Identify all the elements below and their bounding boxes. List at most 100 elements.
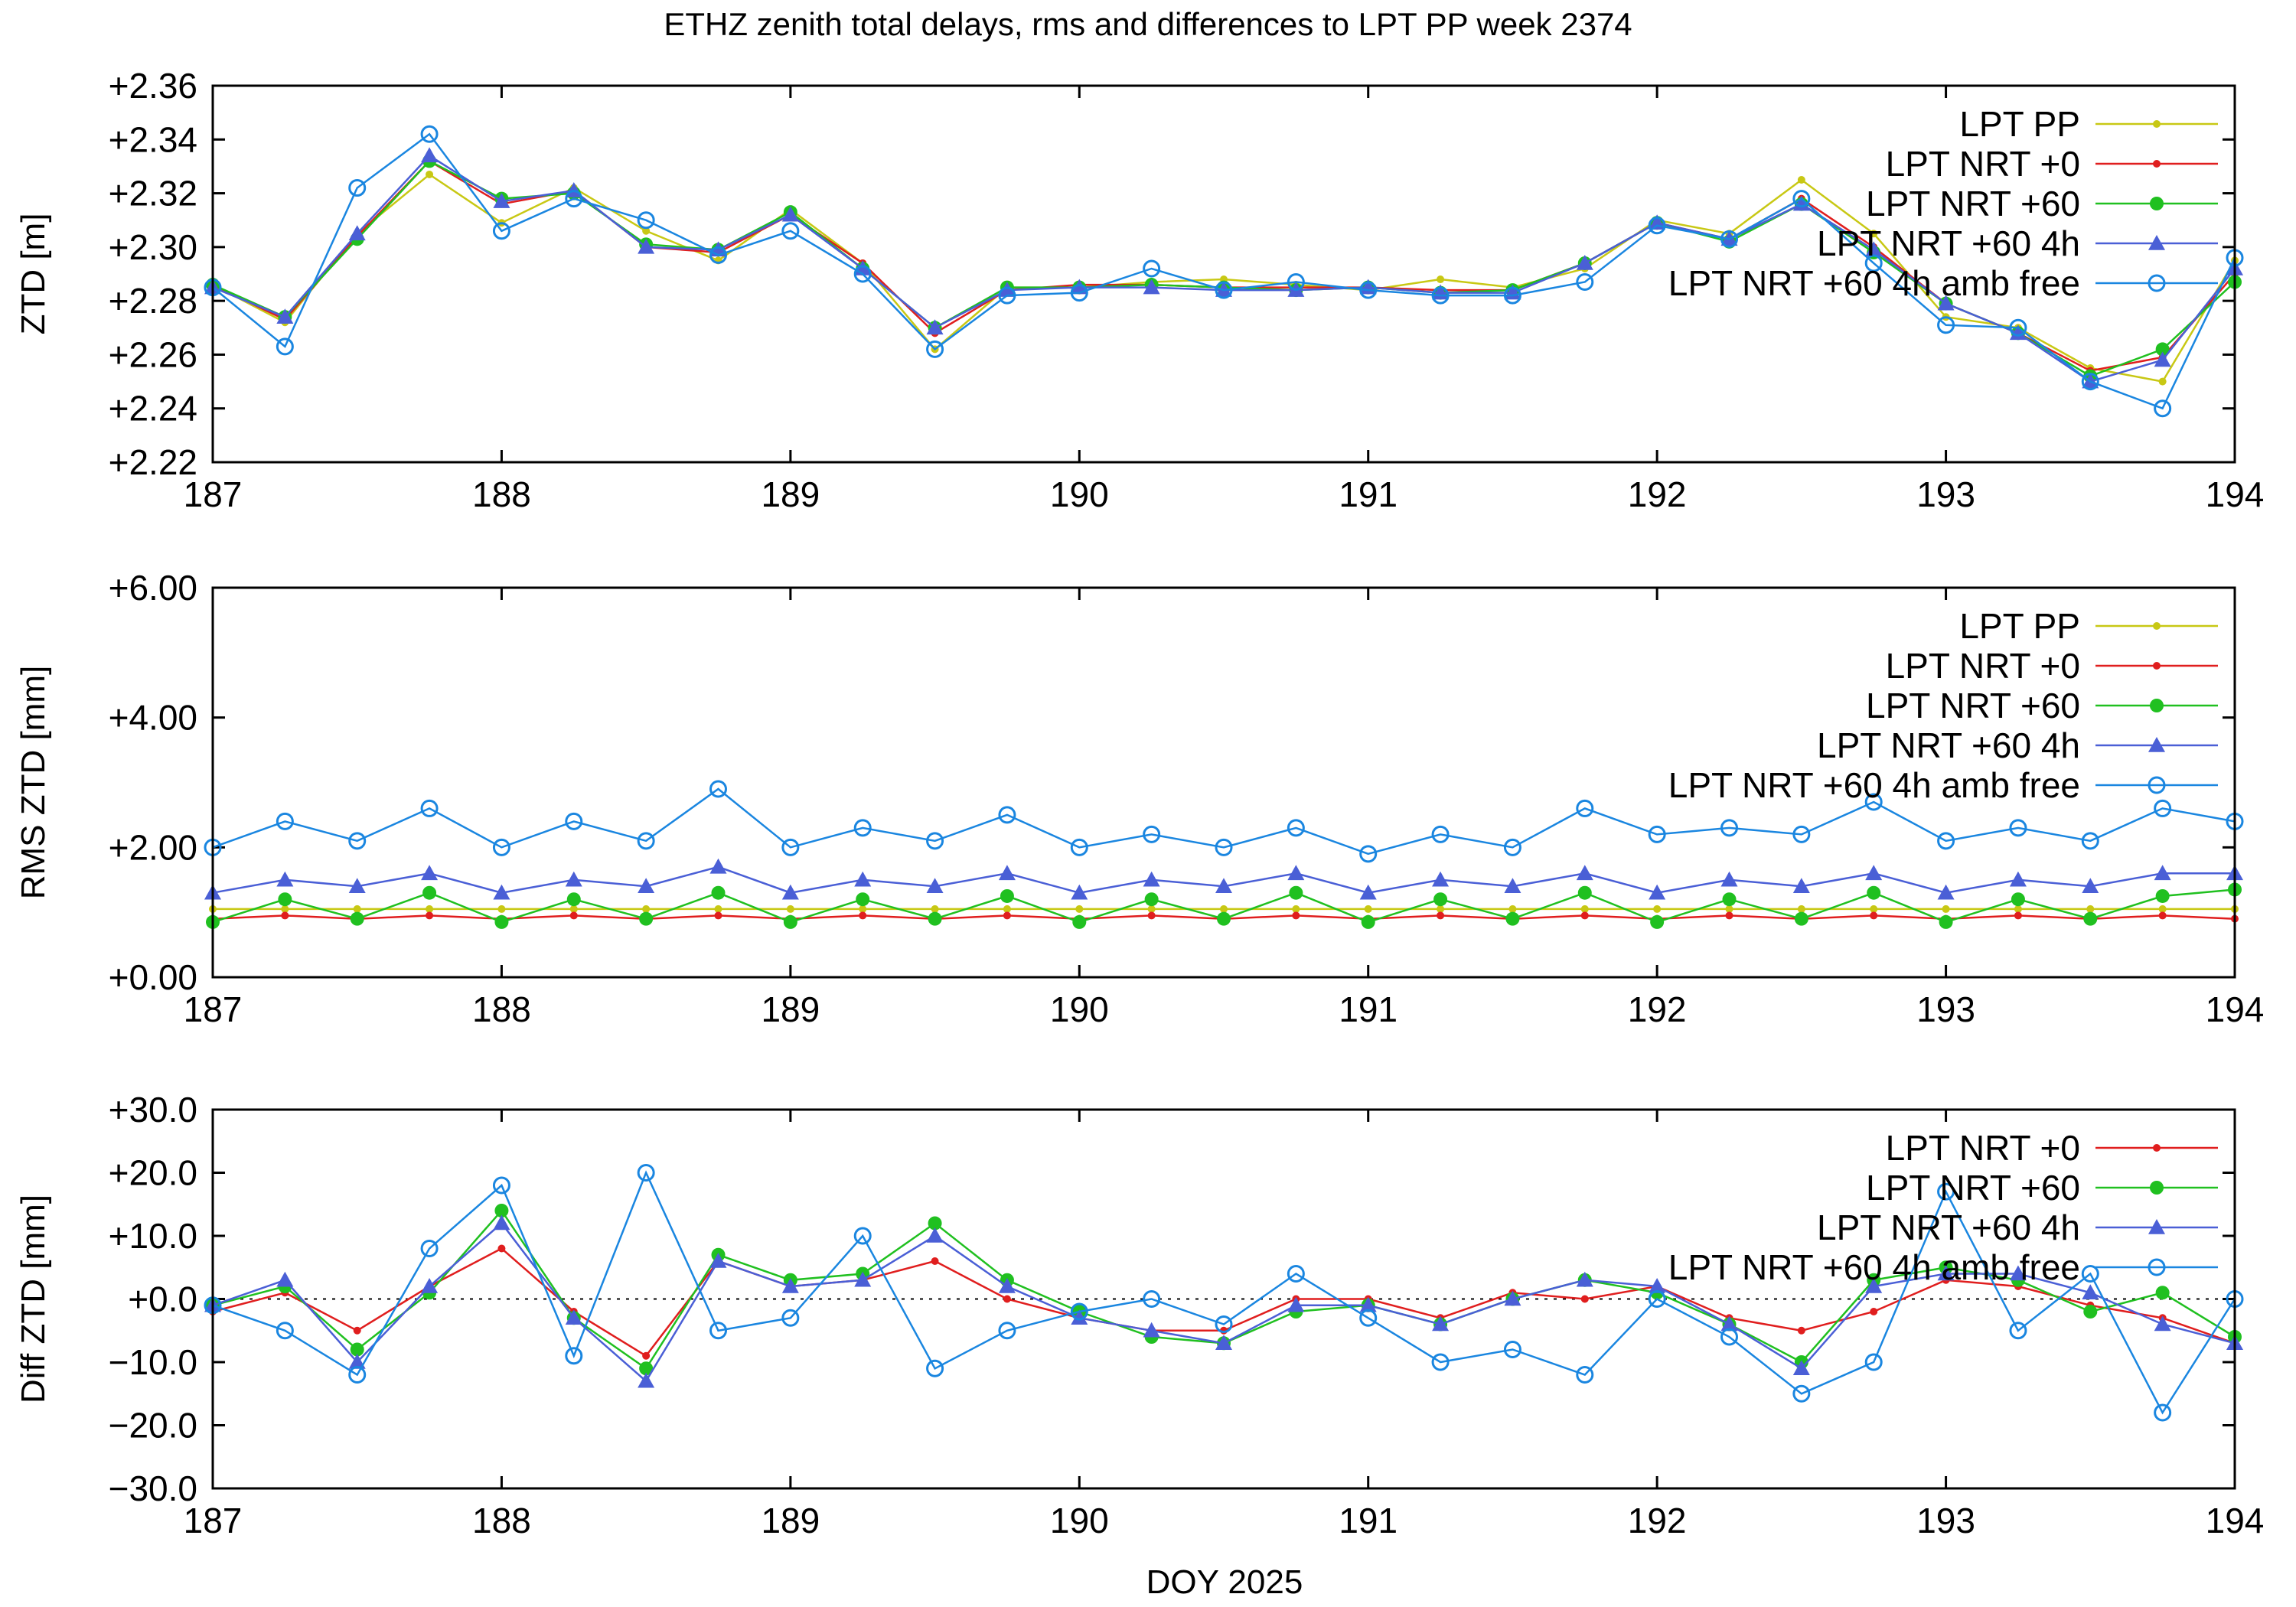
x-tick-label: 189	[761, 989, 820, 1029]
data-point	[2155, 888, 2170, 903]
data-point	[1865, 865, 1883, 881]
data-point	[348, 1354, 366, 1369]
data-point	[2081, 832, 2099, 850]
data-point	[1870, 911, 1878, 920]
data-point	[1577, 885, 1592, 900]
data-point	[348, 225, 366, 241]
chart-panel-3: 187 188 189 190 191 192 193 194 −30.0 −20.0 −10.0 +…	[15, 1090, 2264, 1540]
data-point	[276, 1271, 294, 1287]
data-point	[1144, 892, 1159, 907]
data-point	[998, 286, 1016, 305]
x-tick-label: 190	[1050, 1501, 1109, 1540]
legend-marker	[2153, 1144, 2161, 1152]
data-point	[1359, 281, 1378, 299]
legend-label: LPT NRT +60 4h	[1817, 223, 2080, 263]
data-point	[1070, 838, 1088, 856]
data-point	[1870, 1308, 1878, 1315]
data-point	[420, 799, 439, 817]
data-point	[639, 911, 654, 926]
data-point	[781, 222, 800, 240]
data-point	[1725, 911, 1733, 920]
legend-label: LPT NRT +60 4h	[1817, 1208, 2080, 1247]
data-point	[1287, 1296, 1305, 1312]
x-tick-label: 187	[184, 1501, 243, 1540]
y-axis-label: ZTD [m]	[15, 214, 52, 335]
data-point	[565, 871, 582, 887]
data-point	[1503, 838, 1521, 856]
data-point	[2014, 905, 2022, 913]
data-point	[493, 1214, 510, 1231]
data-point	[853, 819, 872, 837]
data-point	[1867, 885, 1881, 900]
data-point	[276, 337, 294, 356]
data-point	[926, 319, 944, 335]
x-tick-label: 192	[1628, 474, 1687, 514]
data-point	[1792, 190, 1811, 208]
data-point	[1503, 1341, 1521, 1358]
data-point	[926, 878, 944, 894]
data-point	[2009, 871, 2027, 887]
data-point	[1505, 911, 1520, 926]
data-point	[2081, 1265, 2099, 1283]
data-point	[1070, 1302, 1088, 1321]
data-point	[1648, 217, 1666, 235]
data-point	[276, 812, 294, 830]
data-point	[497, 905, 506, 913]
data-point	[781, 206, 799, 222]
data-point	[1870, 905, 1878, 913]
y-tick-label: +2.26	[109, 334, 197, 374]
legend-label: LPT PP	[1959, 104, 2080, 144]
data-point	[2009, 819, 2027, 837]
data-point	[1289, 885, 1303, 900]
data-point	[709, 780, 727, 798]
data-point	[1217, 911, 1231, 926]
y-axis-label: Diff ZTD [mm]	[15, 1195, 52, 1403]
y-tick-label: +10.0	[109, 1216, 197, 1256]
legend-marker	[2150, 699, 2164, 712]
data-point	[421, 865, 439, 881]
data-point	[1864, 254, 1883, 272]
data-point	[1143, 871, 1160, 887]
data-point	[854, 871, 872, 887]
data-point	[1072, 914, 1087, 929]
y-tick-label: +2.28	[109, 281, 197, 321]
figure-title: ETHZ zenith total delays, rms and differ…	[664, 6, 1632, 42]
data-point	[1937, 295, 1955, 311]
data-point	[638, 878, 655, 894]
legend-label: LPT NRT +60 4h amb free	[1668, 765, 2080, 805]
x-tick-label: 188	[472, 1501, 531, 1540]
data-point	[638, 1372, 655, 1388]
data-point	[1864, 793, 1883, 811]
data-point	[2154, 799, 2172, 817]
x-tick-label: 191	[1339, 989, 1397, 1029]
plot-frame	[211, 586, 2236, 979]
data-point	[281, 911, 289, 920]
data-point	[1431, 1353, 1450, 1371]
data-point	[494, 1204, 509, 1217]
legend-label: LPT NRT +0	[1886, 144, 2080, 184]
data-point	[1504, 878, 1521, 894]
data-point	[348, 832, 367, 850]
data-point	[998, 282, 1016, 297]
data-point	[1649, 884, 1666, 900]
data-point	[1792, 195, 1810, 211]
data-point	[1797, 905, 1805, 913]
data-point	[281, 905, 289, 913]
data-point	[998, 806, 1016, 824]
data-point	[1720, 1328, 1738, 1346]
data-point	[1720, 1315, 1738, 1332]
x-tick-label: 192	[1628, 989, 1687, 1029]
data-point	[786, 905, 794, 913]
data-point	[1937, 884, 1955, 900]
data-point	[1359, 845, 1378, 863]
data-point	[420, 1240, 439, 1257]
data-point	[1143, 279, 1160, 295]
series-nrt60-4h	[204, 858, 2243, 900]
chart-panel-2: 187 188 189 190 191 192 193 194 +0.00 +2.00 +4.00 +…	[15, 568, 2264, 1029]
chart-panel-1: 187 188 189 190 191 192 193 194 +2.22 +2.24 +2.26 +…	[15, 66, 2264, 514]
data-point	[1722, 892, 1737, 907]
data-point	[1720, 871, 1738, 887]
y-tick-label: −20.0	[109, 1406, 197, 1446]
data-point	[637, 211, 655, 230]
data-point	[1431, 286, 1450, 305]
